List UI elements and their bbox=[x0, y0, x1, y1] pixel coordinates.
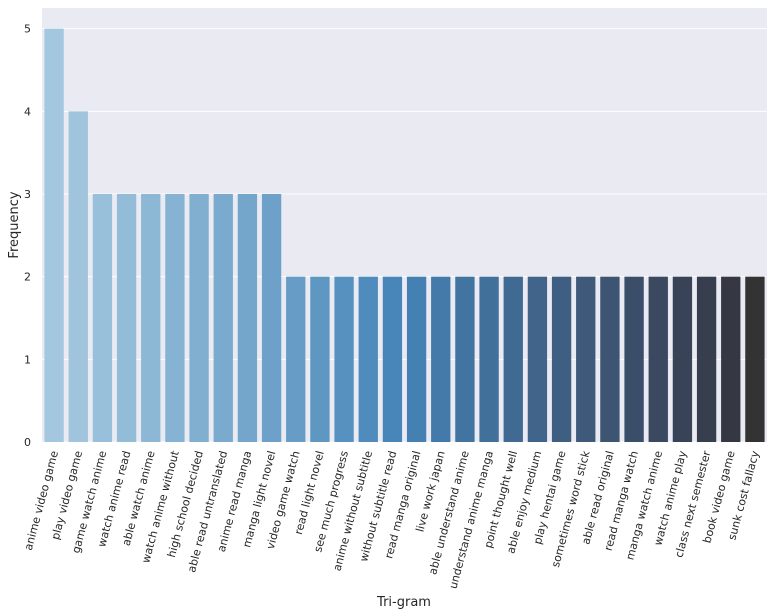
bars bbox=[44, 28, 765, 443]
bar bbox=[672, 276, 693, 442]
bar bbox=[358, 276, 378, 442]
bar bbox=[310, 276, 330, 442]
y-axis-ticks: 0 1 2 3 4 5 bbox=[24, 23, 31, 449]
bar bbox=[479, 276, 499, 442]
bar bbox=[334, 276, 354, 442]
bar bbox=[92, 194, 113, 442]
bar bbox=[624, 276, 644, 442]
y-tick-label: 1 bbox=[24, 353, 31, 366]
bar bbox=[503, 276, 523, 442]
bar bbox=[551, 276, 572, 442]
y-axis-title: Frequency bbox=[7, 191, 22, 258]
bar bbox=[44, 28, 64, 443]
plot-area bbox=[42, 8, 767, 442]
bar bbox=[431, 276, 451, 442]
bar bbox=[189, 194, 209, 442]
bar bbox=[165, 194, 185, 442]
bar bbox=[648, 276, 668, 442]
bar bbox=[116, 194, 137, 442]
bar bbox=[745, 276, 765, 442]
bar bbox=[213, 194, 233, 442]
bar bbox=[696, 276, 717, 442]
bar bbox=[721, 276, 741, 442]
y-tick-label: 5 bbox=[24, 23, 31, 36]
y-tick-label: 2 bbox=[24, 271, 31, 284]
bar bbox=[527, 276, 548, 442]
bar bbox=[600, 276, 620, 442]
y-tick-label: 3 bbox=[24, 188, 31, 201]
bar bbox=[237, 194, 258, 442]
bar bbox=[576, 276, 596, 442]
y-tick-label: 0 bbox=[24, 436, 31, 449]
bar bbox=[68, 111, 88, 442]
bar bbox=[455, 276, 475, 442]
x-axis-title: Tri-gram bbox=[376, 595, 431, 610]
bar bbox=[382, 276, 403, 442]
bar bbox=[261, 194, 282, 442]
y-tick-label: 4 bbox=[24, 105, 31, 118]
gridlines bbox=[42, 28, 767, 443]
bar bbox=[286, 276, 306, 442]
bar bbox=[141, 194, 161, 442]
bar bbox=[406, 276, 427, 442]
